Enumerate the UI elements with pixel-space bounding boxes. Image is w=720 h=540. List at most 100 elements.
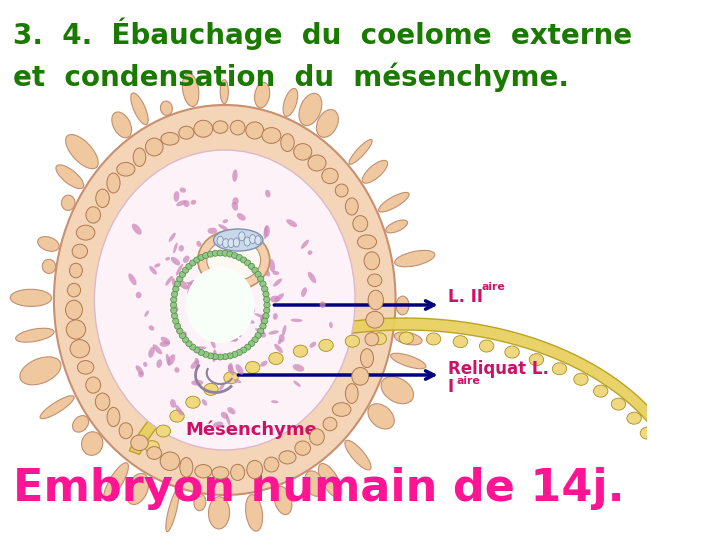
Ellipse shape xyxy=(66,134,98,168)
Ellipse shape xyxy=(66,320,86,339)
Ellipse shape xyxy=(264,302,270,308)
Ellipse shape xyxy=(217,236,223,245)
Ellipse shape xyxy=(234,379,241,383)
Ellipse shape xyxy=(236,288,242,294)
Ellipse shape xyxy=(167,354,175,366)
Ellipse shape xyxy=(248,294,253,303)
Ellipse shape xyxy=(54,105,395,495)
Ellipse shape xyxy=(244,237,251,246)
Ellipse shape xyxy=(651,443,665,455)
Ellipse shape xyxy=(173,286,179,292)
Ellipse shape xyxy=(593,385,608,397)
Ellipse shape xyxy=(305,471,324,496)
Ellipse shape xyxy=(230,264,235,272)
Ellipse shape xyxy=(160,341,170,347)
Ellipse shape xyxy=(187,288,194,301)
Ellipse shape xyxy=(258,276,264,282)
Ellipse shape xyxy=(145,441,159,453)
Ellipse shape xyxy=(145,138,163,156)
Ellipse shape xyxy=(368,290,384,310)
Ellipse shape xyxy=(222,354,228,360)
Ellipse shape xyxy=(70,340,89,358)
Ellipse shape xyxy=(16,328,54,342)
Ellipse shape xyxy=(171,296,177,302)
Ellipse shape xyxy=(136,292,142,298)
Ellipse shape xyxy=(235,284,242,292)
Ellipse shape xyxy=(323,417,337,431)
Ellipse shape xyxy=(175,405,183,416)
Ellipse shape xyxy=(231,335,238,342)
Ellipse shape xyxy=(395,251,435,267)
Ellipse shape xyxy=(264,268,270,276)
Ellipse shape xyxy=(480,340,494,352)
Text: et  condensation  du  mésenchyme.: et condensation du mésenchyme. xyxy=(14,62,570,91)
Ellipse shape xyxy=(143,362,148,367)
Ellipse shape xyxy=(212,250,218,256)
Ellipse shape xyxy=(281,134,294,152)
Ellipse shape xyxy=(214,229,263,251)
Ellipse shape xyxy=(232,253,238,259)
Ellipse shape xyxy=(310,429,324,445)
Ellipse shape xyxy=(204,383,218,395)
Ellipse shape xyxy=(135,366,144,375)
Ellipse shape xyxy=(198,254,204,260)
Ellipse shape xyxy=(240,257,247,263)
Ellipse shape xyxy=(237,293,243,297)
Ellipse shape xyxy=(228,239,234,248)
Ellipse shape xyxy=(166,354,170,366)
Ellipse shape xyxy=(76,225,95,240)
Ellipse shape xyxy=(226,414,230,426)
Ellipse shape xyxy=(529,354,544,366)
Ellipse shape xyxy=(182,73,199,106)
Ellipse shape xyxy=(81,432,103,455)
Ellipse shape xyxy=(236,349,243,355)
Ellipse shape xyxy=(665,476,680,488)
Ellipse shape xyxy=(166,490,179,532)
Ellipse shape xyxy=(186,341,192,347)
Ellipse shape xyxy=(217,250,223,256)
Ellipse shape xyxy=(207,228,217,234)
Ellipse shape xyxy=(364,252,379,270)
Ellipse shape xyxy=(246,122,264,139)
Ellipse shape xyxy=(233,170,238,182)
Ellipse shape xyxy=(252,267,258,273)
Ellipse shape xyxy=(10,289,52,306)
Text: aire: aire xyxy=(456,376,480,386)
Ellipse shape xyxy=(273,279,282,287)
Ellipse shape xyxy=(261,286,268,292)
Ellipse shape xyxy=(213,422,223,428)
Ellipse shape xyxy=(238,232,245,241)
Ellipse shape xyxy=(184,200,189,207)
Ellipse shape xyxy=(180,457,193,477)
Ellipse shape xyxy=(61,195,75,211)
Ellipse shape xyxy=(322,168,338,184)
Ellipse shape xyxy=(391,353,426,369)
Ellipse shape xyxy=(191,360,199,369)
Ellipse shape xyxy=(217,312,222,321)
Ellipse shape xyxy=(345,440,371,470)
Ellipse shape xyxy=(231,314,239,324)
Ellipse shape xyxy=(261,314,266,327)
Ellipse shape xyxy=(68,284,81,297)
Ellipse shape xyxy=(258,328,264,334)
Ellipse shape xyxy=(239,321,243,327)
Ellipse shape xyxy=(244,267,250,271)
Ellipse shape xyxy=(611,398,626,410)
Ellipse shape xyxy=(182,267,189,273)
Ellipse shape xyxy=(230,120,245,135)
Ellipse shape xyxy=(202,352,209,357)
Ellipse shape xyxy=(244,318,255,323)
Ellipse shape xyxy=(228,407,235,414)
Ellipse shape xyxy=(187,280,194,289)
Ellipse shape xyxy=(255,83,270,108)
Ellipse shape xyxy=(233,197,239,205)
Ellipse shape xyxy=(217,256,223,269)
Ellipse shape xyxy=(197,241,202,247)
Ellipse shape xyxy=(273,313,278,320)
Ellipse shape xyxy=(194,358,199,365)
Ellipse shape xyxy=(396,296,409,315)
Ellipse shape xyxy=(365,333,379,346)
Ellipse shape xyxy=(240,293,246,298)
Ellipse shape xyxy=(153,344,162,354)
Ellipse shape xyxy=(222,239,229,248)
